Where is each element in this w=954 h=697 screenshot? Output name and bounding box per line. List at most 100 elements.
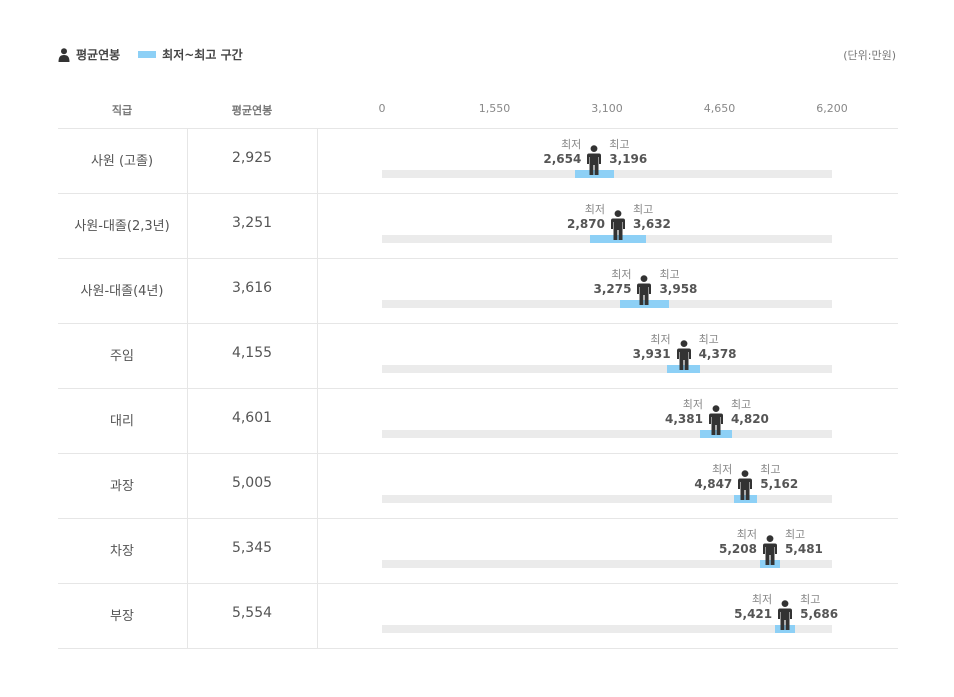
bar-track [382, 495, 832, 503]
min-label: 최저 2,654 [543, 137, 581, 167]
range-bar [590, 235, 646, 243]
row-avg-value: 4,601 [231, 410, 273, 426]
row-avg-value: 5,554 [231, 605, 273, 621]
legend-avg-label: 평균연봉 [76, 48, 121, 62]
person-marker-icon [777, 600, 793, 630]
person-marker-icon [610, 210, 626, 240]
row-divider [58, 128, 898, 129]
row-rank-label: 부장 [110, 609, 134, 624]
max-value: 5,481 [784, 542, 823, 556]
range-bar [574, 170, 614, 178]
row-avg-value: 2,925 [231, 150, 273, 166]
unit-label: (단위:만원) [843, 49, 896, 62]
min-value: 2,870 [567, 217, 605, 231]
max-label: 최고 3,958 [659, 267, 697, 297]
row-rank-label: 사원-대졸(4년) [80, 284, 164, 299]
row-divider [58, 193, 898, 194]
max-caption: 최고 [784, 528, 806, 541]
min-caption: 최저 [682, 398, 703, 411]
min-value: 5,421 [734, 607, 773, 621]
row-rank-label: 대리 [110, 414, 134, 429]
row-rank-label: 사원 (고졸) [90, 154, 154, 169]
max-label: 최고 4,820 [731, 397, 769, 427]
legend-range-swatch [138, 51, 157, 58]
person-marker-icon [636, 275, 652, 305]
min-value: 3,931 [632, 347, 671, 361]
row-divider [58, 518, 898, 519]
max-value: 4,820 [730, 412, 769, 426]
x-tick-label: 3,100 [591, 102, 623, 115]
max-caption: 최고 [698, 333, 719, 346]
min-label: 최저 2,870 [567, 202, 605, 232]
row-divider [58, 453, 898, 454]
min-label: 최저 5,421 [734, 592, 772, 622]
row-rank-label: 과장 [110, 479, 134, 494]
range-bar [760, 560, 780, 568]
max-value: 3,958 [659, 282, 698, 296]
row-avg-value: 4,155 [231, 345, 273, 361]
max-label: 최고 5,686 [800, 592, 838, 622]
legend-range-label: 최저~최고 구간 [162, 48, 243, 62]
min-label: 최저 3,275 [593, 267, 631, 297]
row-rank-label: 차장 [110, 544, 134, 559]
person-marker-icon [586, 145, 602, 175]
row-rank-label: 주임 [110, 349, 134, 364]
max-label: 최고 4,378 [699, 332, 737, 362]
max-value: 5,686 [800, 607, 839, 621]
row-avg-value: 3,251 [231, 215, 273, 231]
row-divider [58, 258, 898, 259]
range-bar [775, 625, 795, 633]
header-avg: 평균연봉 [231, 104, 273, 117]
min-label: 최저 4,847 [694, 462, 732, 492]
person-icon [58, 47, 70, 62]
range-bar [733, 495, 757, 503]
bar-track [382, 300, 832, 308]
max-caption: 최고 [760, 463, 781, 476]
min-label: 최저 4,381 [665, 397, 703, 427]
row-divider [58, 388, 898, 389]
min-label: 최저 3,931 [633, 332, 671, 362]
column-divider [317, 128, 318, 648]
min-value: 4,381 [664, 412, 703, 426]
max-caption: 최고 [659, 268, 680, 281]
x-tick-label: 4,650 [703, 102, 736, 115]
row-avg-value: 3,616 [231, 280, 273, 296]
row-divider [58, 323, 898, 324]
x-tick-label: 1,550 [478, 102, 511, 115]
bar-track [382, 625, 832, 633]
legend: 평균연봉 최저~최고 구간 [58, 46, 243, 63]
max-label: 최고 5,162 [760, 462, 798, 492]
max-label: 최고 3,196 [609, 137, 647, 167]
min-caption: 최저 [650, 333, 671, 346]
range-bar [667, 365, 700, 373]
header-rank: 직급 [111, 104, 133, 117]
max-label: 최고 5,481 [785, 527, 823, 557]
x-tick-label: 6,200 [816, 102, 848, 115]
row-divider [58, 583, 898, 584]
max-caption: 최고 [730, 398, 752, 411]
min-caption: 최저 [611, 268, 632, 281]
min-label: 최저 5,208 [719, 527, 757, 557]
min-caption: 최저 [561, 138, 582, 151]
person-marker-icon [708, 405, 724, 435]
min-value: 3,275 [593, 282, 632, 296]
min-value: 5,208 [718, 542, 757, 556]
range-bar [619, 300, 670, 308]
min-caption: 최저 [712, 463, 733, 476]
max-caption: 최고 [800, 593, 821, 606]
min-caption: 최저 [736, 528, 757, 541]
person-marker-icon [762, 535, 778, 565]
row-avg-value: 5,005 [231, 475, 273, 491]
max-value: 5,162 [760, 477, 799, 491]
max-value: 4,378 [698, 347, 737, 361]
max-value: 3,632 [632, 217, 671, 231]
bar-track [382, 560, 832, 568]
row-rank-label: 사원-대졸(2,3년) [74, 219, 170, 234]
max-label: 최고 3,632 [633, 202, 671, 232]
min-caption: 최저 [584, 203, 605, 216]
min-value: 2,654 [543, 152, 582, 166]
row-divider [58, 648, 898, 649]
bar-track [382, 430, 832, 438]
person-marker-icon [737, 470, 753, 500]
min-caption: 최저 [751, 593, 773, 606]
